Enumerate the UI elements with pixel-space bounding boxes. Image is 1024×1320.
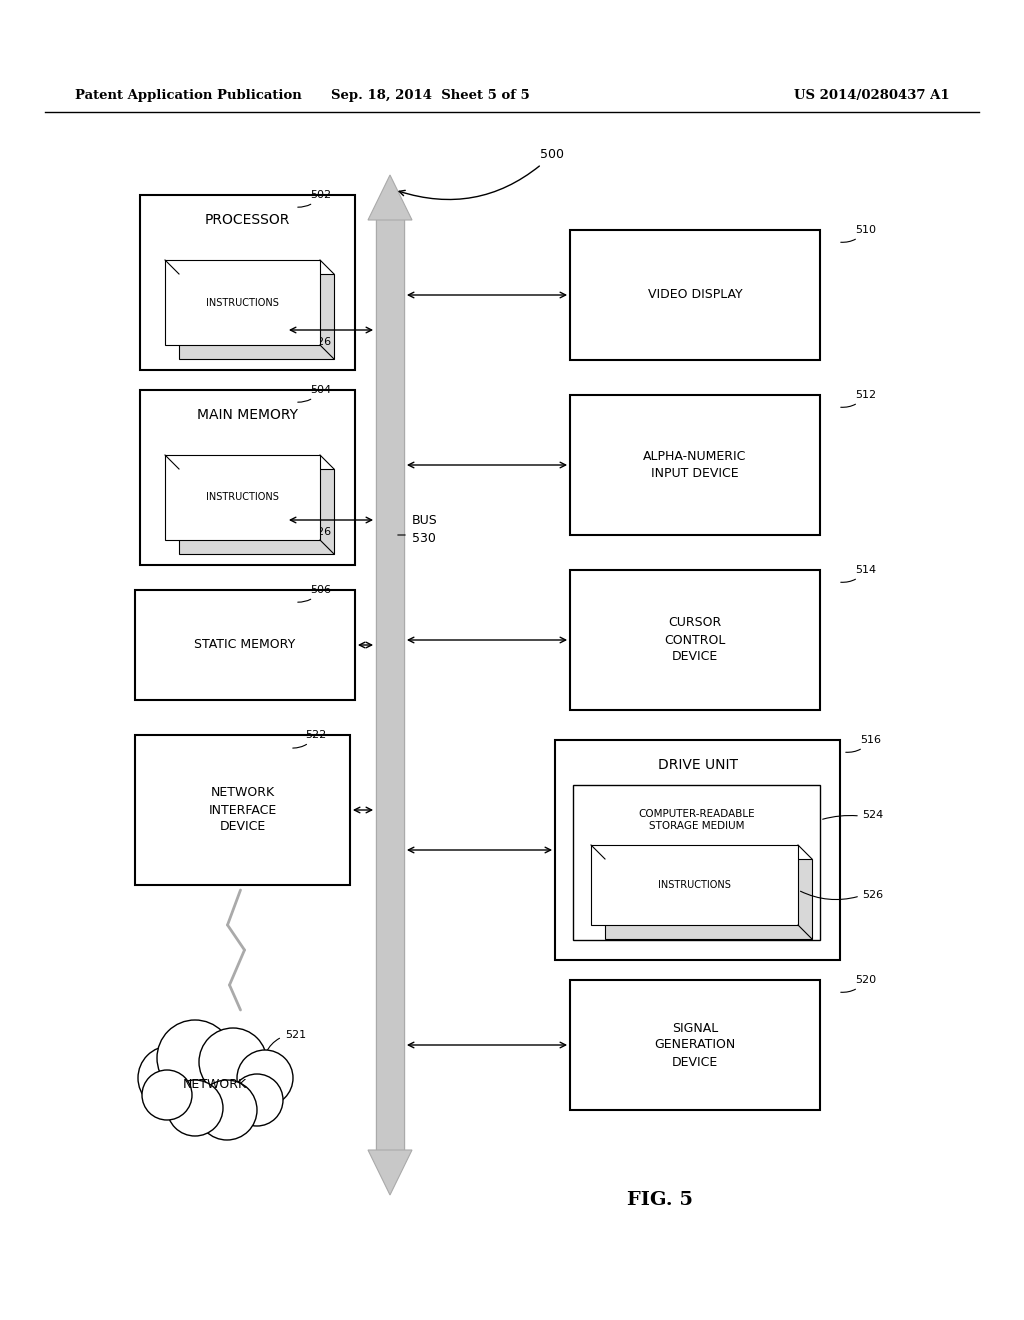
- Text: MAIN MEMORY: MAIN MEMORY: [197, 408, 298, 422]
- Polygon shape: [368, 1150, 412, 1195]
- Text: INSTRUCTIONS: INSTRUCTIONS: [658, 880, 731, 890]
- Text: 521: 521: [285, 1030, 306, 1040]
- Text: 520: 520: [841, 975, 877, 993]
- Text: 504: 504: [298, 385, 331, 403]
- FancyBboxPatch shape: [135, 590, 355, 700]
- Text: 514: 514: [841, 565, 877, 582]
- Circle shape: [197, 1080, 257, 1140]
- FancyBboxPatch shape: [165, 260, 319, 345]
- Text: 526: 526: [310, 527, 331, 537]
- Text: NETWORK
INTERFACE
DEVICE: NETWORK INTERFACE DEVICE: [208, 787, 276, 833]
- Circle shape: [231, 1074, 283, 1126]
- Text: STATIC MEMORY: STATIC MEMORY: [195, 639, 296, 652]
- Circle shape: [142, 1071, 193, 1119]
- FancyBboxPatch shape: [165, 455, 319, 540]
- Circle shape: [199, 1028, 267, 1096]
- FancyBboxPatch shape: [140, 389, 355, 565]
- Text: INSTRUCTIONS: INSTRUCTIONS: [206, 297, 279, 308]
- Circle shape: [167, 1080, 223, 1137]
- Text: PROCESSOR: PROCESSOR: [205, 213, 290, 227]
- Text: FIG. 5: FIG. 5: [627, 1191, 693, 1209]
- Text: 526: 526: [310, 337, 331, 347]
- Circle shape: [157, 1020, 233, 1096]
- FancyBboxPatch shape: [570, 570, 820, 710]
- FancyBboxPatch shape: [605, 859, 812, 939]
- Text: SIGNAL
GENERATION
DEVICE: SIGNAL GENERATION DEVICE: [654, 1022, 735, 1068]
- Text: CURSOR
CONTROL
DEVICE: CURSOR CONTROL DEVICE: [665, 616, 726, 664]
- FancyBboxPatch shape: [591, 845, 798, 925]
- FancyBboxPatch shape: [570, 979, 820, 1110]
- Text: 522: 522: [293, 730, 327, 748]
- Text: COMPUTER-READABLE
STORAGE MEDIUM: COMPUTER-READABLE STORAGE MEDIUM: [638, 809, 755, 832]
- FancyBboxPatch shape: [179, 275, 334, 359]
- Text: 510: 510: [841, 224, 876, 243]
- Circle shape: [237, 1049, 293, 1106]
- Text: 524: 524: [862, 810, 884, 820]
- Text: 516: 516: [846, 735, 881, 752]
- FancyBboxPatch shape: [140, 195, 355, 370]
- FancyBboxPatch shape: [570, 395, 820, 535]
- Polygon shape: [368, 176, 412, 220]
- Text: 502: 502: [298, 190, 331, 207]
- Text: BUS: BUS: [412, 513, 437, 527]
- FancyBboxPatch shape: [179, 469, 334, 554]
- Text: ALPHA-NUMERIC
INPUT DEVICE: ALPHA-NUMERIC INPUT DEVICE: [643, 450, 746, 480]
- Text: INSTRUCTIONS: INSTRUCTIONS: [206, 492, 279, 503]
- Text: DRIVE UNIT: DRIVE UNIT: [657, 758, 737, 772]
- Text: 506: 506: [298, 585, 331, 602]
- Text: US 2014/0280437 A1: US 2014/0280437 A1: [795, 88, 950, 102]
- Text: 512: 512: [841, 389, 877, 408]
- Text: NETWORK: NETWORK: [183, 1078, 247, 1092]
- FancyBboxPatch shape: [570, 230, 820, 360]
- Text: Patent Application Publication: Patent Application Publication: [75, 88, 302, 102]
- Text: 500: 500: [399, 149, 564, 199]
- FancyBboxPatch shape: [555, 741, 840, 960]
- Text: VIDEO DISPLAY: VIDEO DISPLAY: [648, 289, 742, 301]
- FancyBboxPatch shape: [573, 785, 820, 940]
- Circle shape: [138, 1045, 202, 1110]
- Text: Sep. 18, 2014  Sheet 5 of 5: Sep. 18, 2014 Sheet 5 of 5: [331, 88, 529, 102]
- Text: 530: 530: [412, 532, 436, 544]
- Text: 526: 526: [862, 890, 883, 900]
- FancyBboxPatch shape: [135, 735, 350, 884]
